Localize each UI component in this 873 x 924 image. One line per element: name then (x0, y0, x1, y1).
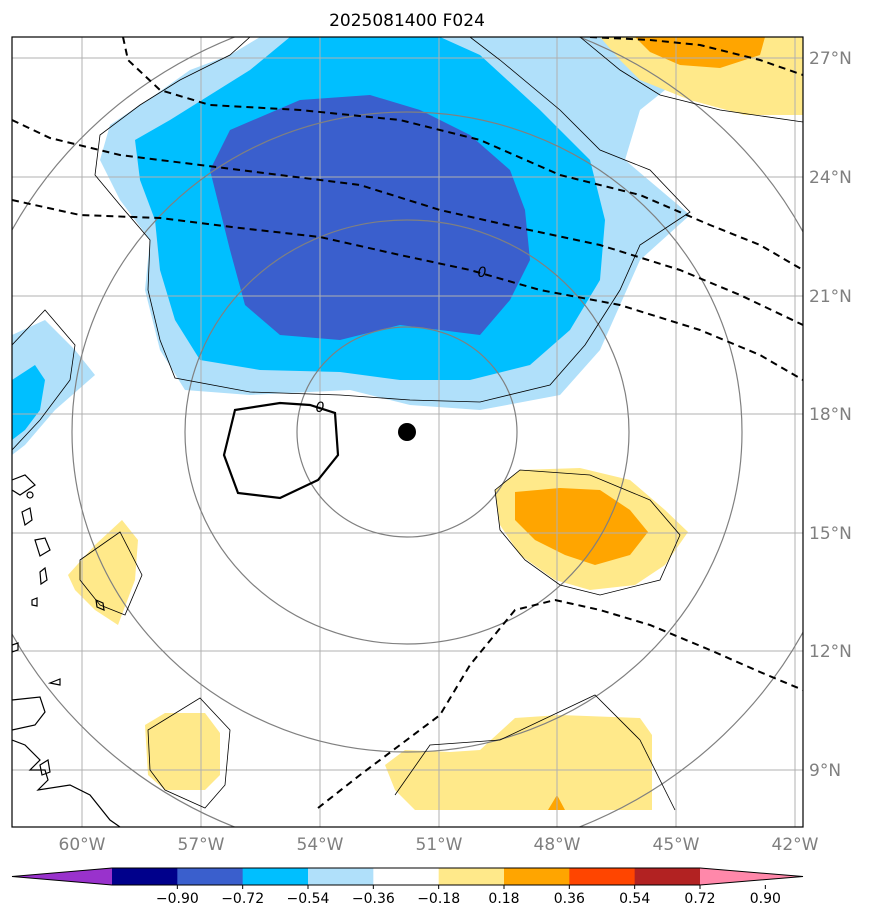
colorbar-label: 0.36 (554, 891, 585, 907)
colorbar-label: −0.72 (221, 891, 264, 907)
colorbar-label: −0.18 (417, 891, 460, 907)
lon-label: 48°W (534, 835, 581, 855)
dashed-contours (12, 37, 803, 809)
colorbar-label: 0.90 (750, 891, 781, 907)
lat-label: 9°N (809, 761, 841, 781)
colorbar-label: 0.54 (619, 891, 650, 907)
range-rings (12, 37, 803, 827)
shading-south-yellow (385, 715, 652, 810)
map-frame (11, 36, 804, 828)
storm-center-marker (398, 423, 416, 441)
contour-label-zero-north: 0 (478, 265, 487, 281)
shading-ne-orange (635, 37, 765, 68)
shading-royal-blue (210, 95, 530, 340)
longitude-labels: 60°W 57°W 54°W 51°W 48°W 45°W 42°W (59, 835, 819, 855)
colorbar: −0.90 −0.72 −0.54 −0.36 −0.18 0.18 0.36 0.54 0.7… (11, 867, 804, 907)
colorbar-segment (112, 868, 178, 885)
lon-label: 51°W (416, 835, 463, 855)
shading-left-sky-blue (12, 365, 45, 440)
lat-label: 15°N (809, 524, 852, 544)
lon-label: 45°W (653, 835, 700, 855)
colorbar-extend-low (12, 868, 112, 885)
colorbar-extend-high (700, 868, 803, 885)
coastlines (12, 474, 121, 827)
colorbar-segment (242, 868, 309, 885)
lon-label: 57°W (178, 835, 225, 855)
colorbar-outline (11, 867, 804, 886)
lon-label: 42°W (772, 835, 819, 855)
colorbar-segment (438, 868, 505, 885)
contour-label-zero-center: 0 (316, 400, 325, 416)
lat-label: 27°N (809, 49, 852, 69)
map-area: 0 0 (12, 37, 803, 827)
latitude-labels: 27°N 24°N 21°N 18°N 15°N 12°N 9°N (809, 49, 852, 781)
colorbar-segment (504, 868, 570, 885)
colorbar-label: 0.18 (488, 891, 519, 907)
lat-label: 21°N (809, 287, 852, 307)
graticule (12, 37, 803, 827)
lat-label: 24°N (809, 168, 852, 188)
colorbar-label: −0.36 (352, 891, 395, 907)
lat-label: 18°N (809, 405, 852, 425)
colorbar-label: 0.72 (684, 891, 715, 907)
colorbar-label: −0.90 (156, 891, 199, 907)
colorbar-segment (308, 868, 374, 885)
colorbar-label: −0.54 (287, 891, 330, 907)
colorbar-segment (569, 868, 636, 885)
shading-left-light-blue (12, 320, 95, 455)
colorbar-segment (373, 868, 440, 885)
figure-title: 2025081400 F024 (329, 11, 485, 31)
lon-label: 54°W (297, 835, 344, 855)
solid-zero-contour (222, 401, 340, 500)
thin-contours (12, 37, 803, 811)
lon-label: 60°W (59, 835, 106, 855)
colorbar-segment (177, 868, 244, 885)
lat-label: 12°N (809, 642, 852, 662)
colorbar-segment (634, 868, 701, 885)
